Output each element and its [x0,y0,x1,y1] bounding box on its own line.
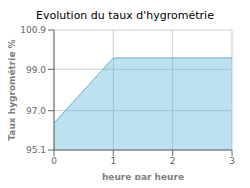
svg-text:heure par heure: heure par heure [102,172,184,180]
svg-text:3: 3 [229,156,235,166]
svg-text:95.1: 95.1 [26,145,46,155]
svg-text:97.0: 97.0 [26,106,46,116]
html-text:Evolution du taux d'hygrométri: Evolution du taux d'hygrométrie [36,9,214,22]
svg-text:Taux hygrométrie %: Taux hygrométrie % [8,39,17,140]
svg-text:0: 0 [51,156,57,166]
svg-text:100.9: 100.9 [20,25,46,35]
svg-text:2: 2 [170,156,176,166]
svg-text:1: 1 [110,156,116,166]
svg-text:99.0: 99.0 [26,65,46,75]
